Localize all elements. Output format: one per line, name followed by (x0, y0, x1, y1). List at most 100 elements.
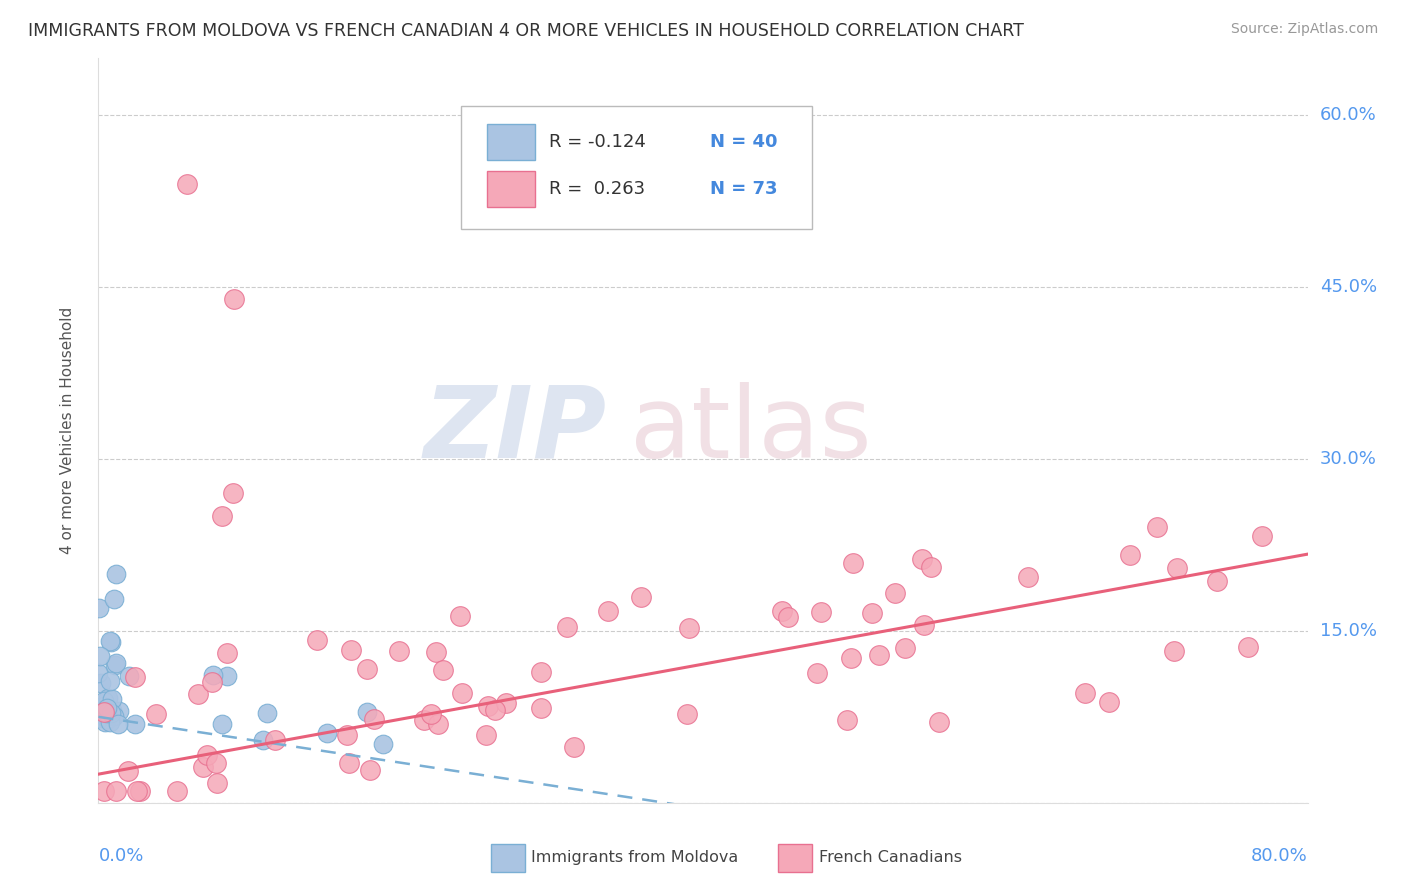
Point (920, 560, 942, 574)
Point (215, 669, 238, 683)
Point (884, 585, 907, 599)
Bar (486, 124, 534, 160)
Text: R =  0.263: R = 0.263 (550, 180, 645, 198)
Point (425, 645, 447, 659)
Point (124, 670, 146, 684)
Point (93, 784, 115, 798)
Point (340, 643, 363, 657)
Point (96, 704, 118, 718)
Point (450, 686, 472, 700)
Point (103, 591, 125, 606)
Point (98, 674, 121, 689)
Point (211, 509, 233, 524)
Point (562, 740, 585, 755)
Point (484, 703, 506, 717)
Point (264, 733, 287, 747)
Point (202, 668, 225, 682)
Point (211, 717, 233, 731)
Point (94, 715, 117, 730)
Point (252, 733, 274, 747)
Point (307, 633, 329, 648)
Point (87, 601, 110, 615)
Text: 60.0%: 60.0% (1320, 106, 1376, 124)
Point (96, 700, 118, 714)
Point (117, 669, 139, 683)
Point (806, 665, 828, 680)
Point (103, 709, 125, 723)
Text: N = 73: N = 73 (710, 180, 778, 198)
Point (1073, 686, 1095, 700)
FancyBboxPatch shape (461, 106, 811, 229)
Point (842, 556, 865, 570)
Point (598, 604, 620, 618)
Text: 15.0%: 15.0% (1320, 622, 1376, 640)
Point (530, 701, 553, 715)
Point (222, 486, 245, 500)
Point (1119, 549, 1142, 563)
Point (195, 748, 218, 763)
Point (101, 691, 124, 706)
Point (675, 706, 697, 721)
Point (426, 716, 449, 731)
Text: 45.0%: 45.0% (1320, 278, 1376, 296)
Point (1146, 520, 1168, 534)
Bar (778, 844, 811, 872)
Point (839, 651, 862, 665)
Point (359, 763, 381, 777)
Point (90, 675, 112, 690)
Point (555, 620, 578, 634)
Point (477, 698, 499, 713)
Point (1017, 570, 1039, 584)
Point (678, 622, 700, 636)
Point (911, 551, 934, 566)
Point (412, 713, 434, 727)
Text: Immigrants from Moldova: Immigrants from Moldova (531, 850, 738, 865)
Point (98, 714, 121, 729)
Text: ZIP: ZIP (423, 382, 606, 479)
Point (201, 675, 224, 690)
Point (89, 710, 111, 724)
Point (93, 694, 115, 708)
Point (89, 648, 111, 663)
Point (337, 756, 360, 770)
Point (475, 728, 498, 742)
Point (810, 605, 832, 619)
Point (860, 606, 883, 620)
Point (894, 641, 917, 656)
Point (336, 727, 359, 741)
Point (91, 698, 114, 713)
Point (204, 756, 226, 770)
Point (90, 706, 112, 720)
Point (914, 617, 936, 632)
Point (530, 665, 553, 680)
Point (96, 706, 118, 720)
Text: atlas: atlas (630, 382, 872, 479)
Point (166, 784, 188, 798)
Text: 0.0%: 0.0% (98, 847, 143, 865)
Point (356, 705, 378, 719)
Point (1097, 695, 1119, 709)
Point (1206, 574, 1229, 588)
Point (107, 704, 129, 718)
Point (205, 776, 228, 790)
Point (356, 662, 378, 676)
Point (837, 714, 859, 728)
Point (100, 635, 122, 649)
Point (316, 726, 339, 740)
Point (371, 737, 394, 751)
Point (97, 690, 120, 705)
Point (1163, 644, 1185, 658)
Text: 30.0%: 30.0% (1320, 450, 1376, 468)
Bar (492, 844, 526, 872)
Point (215, 646, 238, 660)
Point (868, 648, 890, 663)
Point (93, 705, 115, 719)
Point (145, 707, 167, 722)
Point (100, 706, 122, 720)
Point (630, 591, 652, 605)
Point (125, 784, 148, 798)
Point (124, 717, 146, 731)
Point (388, 643, 411, 657)
Point (449, 609, 471, 624)
Point (187, 687, 209, 701)
